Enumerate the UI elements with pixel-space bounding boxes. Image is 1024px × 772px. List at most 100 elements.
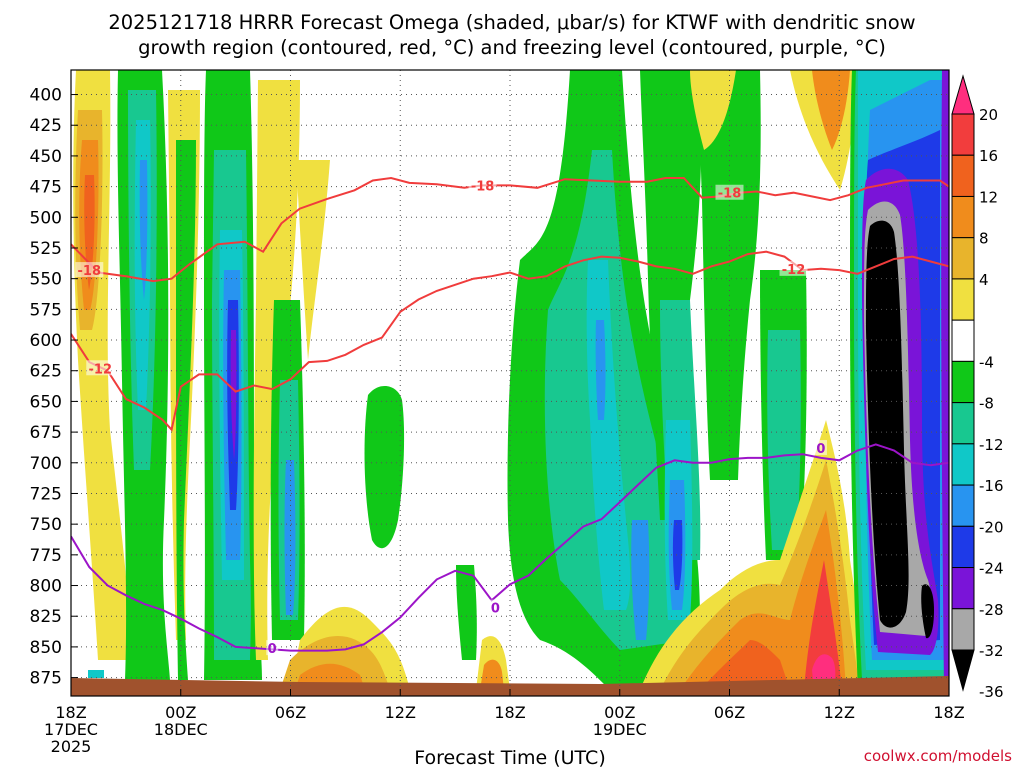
x-tick-label: 19DEC: [593, 720, 647, 739]
shade-green-small: [456, 565, 477, 660]
contour-label-bg: [715, 184, 744, 200]
credit-text: coolwx.com/models: [864, 747, 1012, 765]
shade-black-farright: [866, 220, 909, 628]
colorbar-label: -24: [979, 560, 1004, 578]
colorbar-label: 12: [979, 188, 998, 206]
shade-orange-right-low: [680, 510, 846, 690]
contour-label-bg: [779, 260, 808, 276]
colorbar-swatch: [951, 195, 975, 239]
y-tick-label: 700: [30, 454, 62, 474]
shade-green-blob: [364, 385, 405, 549]
colorbar-swatch: [951, 484, 975, 527]
colorbar-label: 8: [979, 230, 989, 248]
chart-title-line2: growth region (contoured, red, °C) and f…: [138, 36, 886, 59]
shade-darkblue-ridge: [672, 520, 683, 590]
shade-red-right-low: [700, 640, 790, 690]
contour-label: -18: [471, 179, 495, 194]
colorbar-label: -8: [979, 395, 994, 413]
colorbar-label: -12: [979, 436, 1004, 454]
y-tick-label: 600: [30, 331, 62, 351]
contour-label: 0: [816, 442, 825, 457]
colorbar-swatch: [951, 113, 975, 156]
colorbar-top-arrow: [951, 74, 975, 115]
terrain-patch: [88, 670, 104, 678]
contour-label-bg: [814, 440, 827, 456]
shade-blue-c: [284, 460, 296, 615]
contour-line: [71, 443, 949, 652]
colorbar-swatch: [951, 360, 975, 404]
y-tick-label: 425: [30, 116, 62, 136]
contour-label-bg: [468, 177, 497, 193]
contour-label-bg: [266, 640, 279, 656]
shade-blue-low: [631, 520, 650, 640]
x-tick-label: 2025: [51, 737, 92, 756]
colorbar-swatch: [951, 608, 975, 651]
y-tick-label: 450: [30, 147, 62, 167]
contour-line: [71, 176, 949, 283]
y-tick-label: 750: [30, 515, 62, 535]
colorbar-label: -20: [979, 518, 1004, 536]
x-tick-label: 18DEC: [154, 720, 208, 739]
shade-black-farright2: [921, 584, 934, 639]
contour-label: -12: [89, 362, 113, 377]
shade-teal-mass: [544, 150, 690, 650]
contour-label: 0: [268, 642, 277, 657]
x-tick-label: 00Z: [604, 703, 635, 722]
colorbar: 20 16 12 8 4 -4 -8 -12 -16 -20 -24 -28 -32 -36: [951, 74, 1004, 701]
y-tick-label: 500: [30, 208, 62, 228]
x-tick-label: 12Z: [385, 703, 416, 722]
y-tick-label: 725: [30, 484, 62, 504]
shade-orange-small: [480, 659, 504, 690]
y-tick-label: 575: [30, 300, 62, 320]
contour-lines: -18 -18 -18 -12 -12 0 0 0: [71, 176, 949, 657]
x-tick-label: 06Z: [275, 703, 306, 722]
colorbar-label: -16: [979, 477, 1004, 495]
x-tick-label: 00Z: [165, 703, 196, 722]
shade-red-right-low2: [804, 560, 842, 690]
colorbar-label: -4: [979, 353, 994, 371]
y-tick-label: 475: [30, 178, 62, 198]
y-tick-label: 525: [30, 239, 62, 259]
shade-purple-main: [230, 330, 237, 460]
shade-blue-a: [139, 160, 148, 300]
contour-label: -18: [78, 264, 102, 279]
colorbar-label: -28: [979, 601, 1004, 619]
y-tick-label: 825: [30, 607, 62, 627]
colorbar-swatch: [951, 154, 975, 197]
colorbar-label: 16: [979, 147, 998, 165]
y-tick-label: 850: [30, 638, 62, 658]
x-tick-label: 18Z: [494, 703, 525, 722]
y-tick-label: 400: [30, 86, 62, 106]
y-axis: 400 425 450 475 500 525 550 575 600 625 650 675 700 7…: [30, 86, 78, 689]
colorbar-swatch: [951, 237, 975, 280]
y-tick-label: 800: [30, 577, 62, 597]
colorbar-swatch: [951, 443, 975, 486]
colorbar-swatch: [951, 319, 975, 362]
colorbar-swatch: [951, 402, 975, 445]
omega-shading: [73, 70, 949, 690]
y-tick-label: 650: [30, 392, 62, 412]
y-tick-label: 625: [30, 362, 62, 382]
x-tick-label: 18Z: [55, 703, 86, 722]
shade-purple-edge: [941, 70, 949, 690]
contour-label-bg: [489, 599, 502, 615]
colorbar-label: 20: [979, 106, 998, 124]
contour-label: -18: [718, 187, 742, 202]
shade-blue-mass: [595, 320, 606, 420]
x-tick-label: 12Z: [824, 703, 855, 722]
shade-orange-upper-right: [812, 70, 850, 150]
x-tick-label: 06Z: [714, 703, 745, 722]
x-tick-label: 18Z: [933, 703, 964, 722]
colorbar-swatch: [951, 567, 975, 610]
chart-title-line1: 2025121718 HRRR Forecast Omega (shaded, …: [108, 11, 915, 34]
y-tick-label: 675: [30, 423, 62, 443]
contour-label: -12: [782, 263, 806, 278]
contour-label-bg: [86, 360, 115, 376]
colorbar-label: -32: [979, 642, 1004, 660]
colorbar-swatch: [951, 525, 975, 569]
x-axis-label: Forecast Time (UTC): [414, 747, 605, 768]
shade-teal-right: [767, 330, 801, 550]
colorbar-label: 4: [979, 271, 989, 289]
